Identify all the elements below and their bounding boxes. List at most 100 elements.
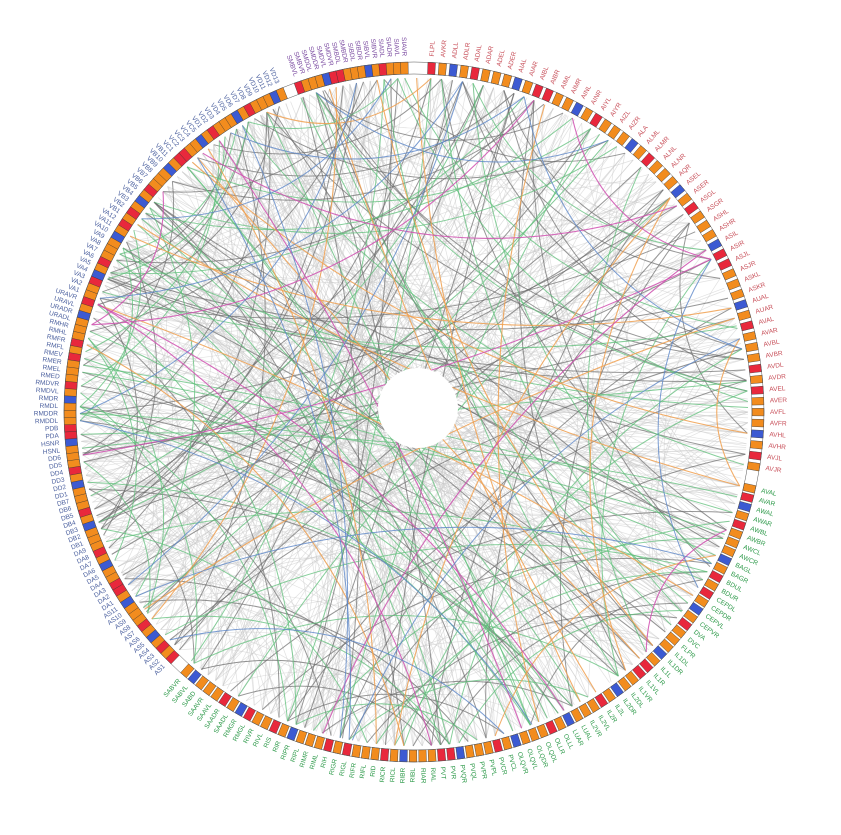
- chord-711: [241, 125, 349, 738]
- chord-354: [176, 176, 283, 710]
- ring-segment-55: [740, 492, 755, 503]
- node-label-dd4: DD4: [50, 469, 64, 478]
- chord-295: [102, 291, 198, 650]
- node-label-aval: AVAL: [758, 316, 775, 327]
- node-label-sibdr: SIBDR: [353, 40, 363, 61]
- chord-286: [80, 112, 564, 421]
- chord-293: [219, 140, 736, 505]
- chord-679: [98, 139, 609, 523]
- chord-618: [404, 77, 738, 329]
- node-label-avhl: AVHL: [769, 431, 786, 439]
- chord-585: [97, 106, 280, 306]
- chord-717: [79, 82, 357, 415]
- chord-176: [236, 100, 535, 160]
- ring-segment-114: [304, 732, 316, 748]
- ring-segment-52: [748, 450, 762, 461]
- ring-segment-101: [427, 749, 437, 762]
- node-label-asjr: ASJR: [739, 260, 757, 273]
- chord-405: [404, 78, 724, 539]
- ring-segment-95: [483, 740, 494, 755]
- chord-623: [110, 96, 525, 275]
- chord-576: [679, 222, 748, 434]
- chord-376: [533, 100, 743, 350]
- chord-555: [102, 121, 249, 293]
- ring-segment-25: [663, 175, 679, 191]
- node-label-siavr: SIAVR: [400, 37, 408, 57]
- node-label-ricr: RICR: [379, 766, 387, 783]
- node-label-avfr: AVFR: [770, 420, 787, 428]
- chord-368: [82, 128, 238, 456]
- node-label-rmdr: RMDR: [39, 395, 59, 403]
- ring-segment-30: [696, 219, 712, 234]
- chord-715: [351, 338, 741, 741]
- chord-575: [321, 680, 573, 734]
- node-label-rifr: RIFR: [349, 762, 358, 778]
- node-label-dd3: DD3: [51, 476, 65, 485]
- node-label-avel: AVEL: [769, 385, 786, 393]
- chord-399: [589, 140, 699, 588]
- chord-672: [313, 537, 724, 731]
- chord-604: [485, 189, 664, 739]
- chord-568: [315, 92, 564, 141]
- node-label-avkr: AVKR: [440, 39, 448, 57]
- node-label-db5: DB5: [60, 512, 75, 522]
- chord-494: [129, 235, 341, 738]
- chord-134: [81, 447, 306, 728]
- chord-716: [657, 259, 712, 588]
- chord-669: [300, 97, 689, 604]
- node-label-awal: AWAL: [755, 507, 775, 519]
- node-label-aual: AUAL: [751, 293, 770, 305]
- chord-264: [349, 84, 728, 529]
- chord-678: [87, 481, 573, 707]
- node-label-aver: AVER: [770, 397, 788, 405]
- node-label-rmhr: RMHR: [49, 318, 70, 330]
- chord-173: [472, 83, 704, 581]
- chord-666: [119, 128, 237, 255]
- node-label-rih: RIH: [320, 756, 330, 769]
- node-label-va5: VA5: [78, 256, 92, 267]
- chord-453: [128, 584, 386, 745]
- node-label-smbdr: SMBDR: [337, 39, 348, 64]
- chord-510: [349, 84, 699, 588]
- chord-56: [90, 441, 747, 497]
- chord-689: [191, 161, 748, 434]
- node-label-sibvr: SIBVR: [369, 38, 378, 58]
- node-label-rmdvr: RMDVR: [35, 379, 60, 388]
- chord-549: [93, 317, 280, 718]
- chord-660: [151, 615, 451, 745]
- node-label-da8: DA8: [76, 554, 91, 566]
- chord-504: [375, 317, 735, 745]
- node-label-flpl: FLPL: [429, 40, 437, 56]
- ring-segment-15: [580, 107, 594, 122]
- node-label-va6: VA6: [81, 249, 95, 261]
- center-hole: [378, 368, 458, 448]
- chord-718: [523, 96, 743, 350]
- chord-523: [108, 112, 271, 549]
- ring-segment-7: [501, 73, 513, 88]
- chord-141: [441, 78, 657, 184]
- ring-segment-112: [323, 738, 334, 753]
- node-label-avfl: AVFL: [770, 409, 786, 416]
- node-label-siavl: SIAVL: [392, 38, 400, 57]
- chord-584: [503, 90, 712, 260]
- chord-434: [96, 515, 396, 746]
- node-label-avhr: AVHR: [768, 443, 786, 452]
- node-label-ris: RIS: [263, 736, 274, 749]
- node-label-askr: ASKR: [747, 281, 766, 294]
- ring-segment-39: [737, 309, 752, 321]
- ring-segment-5: [480, 68, 491, 83]
- node-label-auar: AUAR: [755, 304, 775, 316]
- node-label-db3: DB3: [65, 526, 80, 537]
- chord-704: [202, 152, 678, 239]
- chord-597: [339, 307, 732, 738]
- node-label-rmer: RMER: [42, 356, 62, 366]
- ring-segment-8: [511, 76, 523, 91]
- node-label-dd1: DD1: [54, 491, 69, 501]
- node-label-rigl: RIGL: [339, 760, 349, 777]
- chord-683: [151, 87, 338, 620]
- chord-70: [111, 79, 442, 555]
- node-label-rmfr: RMFR: [46, 334, 66, 345]
- chord-659: [80, 392, 198, 664]
- node-label-ricl: RICL: [389, 767, 397, 783]
- chord-355: [81, 440, 724, 539]
